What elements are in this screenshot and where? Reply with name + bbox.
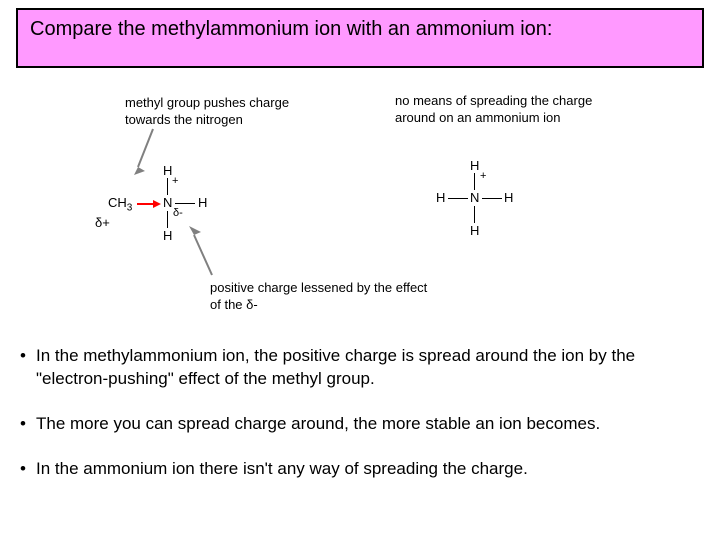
ch3-sub: 3 bbox=[127, 203, 133, 214]
h-top-left: H bbox=[163, 163, 172, 178]
h-right-left: H bbox=[198, 195, 207, 210]
left-label: methyl group pushes charge towards the n… bbox=[125, 95, 325, 129]
h-bottom-right: H bbox=[470, 223, 479, 238]
bullet-list: In the methylammonium ion, the positive … bbox=[20, 345, 700, 503]
nitrogen-right: N bbox=[470, 190, 479, 205]
bullet-text: In the ammonium ion there isn't any way … bbox=[36, 459, 528, 478]
diagram-area: methyl group pushes charge towards the n… bbox=[0, 85, 720, 330]
bond-v-top-left bbox=[167, 178, 168, 195]
bond-h-left-right bbox=[448, 198, 468, 199]
bullet-item: In the methylammonium ion, the positive … bbox=[20, 345, 700, 391]
bullet-item: The more you can spread charge around, t… bbox=[20, 413, 700, 436]
right-label: no means of spreading the charge around … bbox=[395, 93, 625, 127]
plus-charge-right: + bbox=[480, 170, 486, 182]
bond-h-right-right bbox=[482, 198, 502, 199]
bond-v-bottom-right bbox=[474, 206, 475, 223]
bond-v-top-right bbox=[474, 173, 475, 190]
bullet-item: In the ammonium ion there isn't any way … bbox=[20, 458, 700, 481]
ch3-label: CH3 bbox=[108, 195, 132, 214]
plus-charge-left: + bbox=[172, 175, 178, 187]
delta-plus-outer: δ+ bbox=[95, 215, 110, 230]
h-top-right: H bbox=[470, 158, 479, 173]
h-right-right: H bbox=[504, 190, 513, 205]
gray-arrow-bottom bbox=[182, 220, 222, 280]
title-text: Compare the methylammonium ion with an a… bbox=[30, 16, 690, 42]
bond-h-right-left bbox=[175, 203, 195, 204]
title-box: Compare the methylammonium ion with an a… bbox=[16, 8, 704, 68]
h-left-right: H bbox=[436, 190, 445, 205]
nitrogen-left: N bbox=[163, 195, 172, 210]
bullet-text: The more you can spread charge around, t… bbox=[36, 414, 600, 433]
h-bottom-left: H bbox=[163, 228, 172, 243]
bond-v-bottom-left bbox=[167, 211, 168, 228]
red-arrow-icon bbox=[135, 198, 163, 210]
bullet-text: In the methylammonium ion, the positive … bbox=[36, 346, 635, 388]
gray-arrow-left bbox=[128, 127, 168, 182]
delta-minus: δ- bbox=[173, 207, 183, 219]
bottom-label: positive charge lessened by the effect o… bbox=[210, 280, 430, 314]
ch-text: CH bbox=[108, 195, 127, 210]
